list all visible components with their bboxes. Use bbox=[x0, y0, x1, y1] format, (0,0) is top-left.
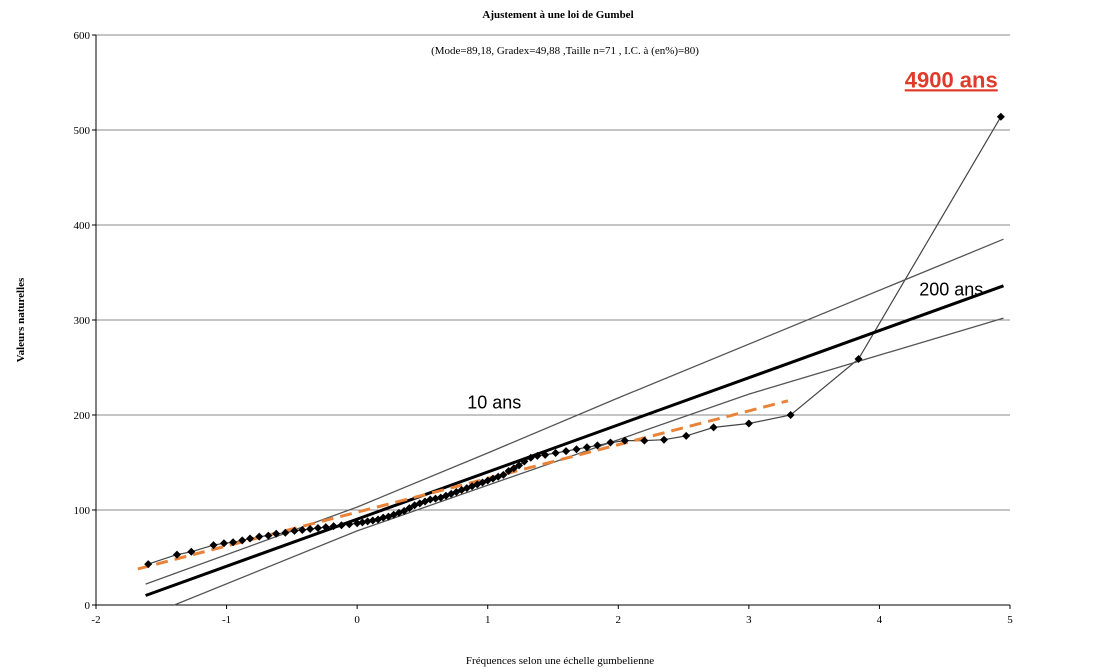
annotation-label: 4900 ans bbox=[905, 67, 998, 92]
data-point bbox=[582, 443, 591, 452]
trend-line bbox=[137, 399, 789, 571]
y-tick-label: 300 bbox=[74, 315, 91, 327]
data-point bbox=[499, 470, 508, 479]
data-point bbox=[290, 526, 299, 535]
y-tick-label: 100 bbox=[74, 505, 91, 517]
data-point bbox=[321, 523, 330, 532]
data-point bbox=[337, 521, 346, 530]
series-lines bbox=[137, 116, 1005, 606]
data-point bbox=[520, 457, 529, 466]
data-point bbox=[640, 436, 649, 445]
data-point bbox=[306, 525, 315, 533]
data-point bbox=[744, 419, 753, 428]
chart-title: Ajustement à une loi de Gumbel bbox=[482, 9, 633, 21]
data-point bbox=[187, 547, 196, 556]
data-point bbox=[229, 538, 238, 547]
data-point bbox=[363, 517, 372, 526]
data-point bbox=[281, 528, 290, 537]
x-tick-label: -1 bbox=[222, 614, 231, 626]
data-point bbox=[572, 445, 581, 454]
data-point bbox=[426, 495, 435, 504]
fit-line bbox=[145, 284, 1005, 597]
y-tick-label: 500 bbox=[74, 125, 91, 137]
data-point bbox=[264, 531, 273, 540]
data-point bbox=[593, 441, 602, 450]
y-tick-labels: 0 100 200 300 400 500 600 bbox=[74, 30, 91, 612]
data-point bbox=[345, 520, 354, 529]
data-point bbox=[551, 449, 560, 457]
data-point bbox=[313, 524, 322, 533]
y-tick-label: 200 bbox=[74, 410, 91, 422]
x-tick-label: 2 bbox=[616, 614, 622, 626]
data-point bbox=[238, 536, 247, 545]
data-point bbox=[255, 532, 264, 541]
annotations: 10 ans 200 ans 4900 ans bbox=[467, 67, 998, 412]
axes bbox=[92, 34, 1011, 609]
x-axis-label: Fréquences selon une échelle gumbelienne bbox=[466, 655, 654, 667]
data-point bbox=[405, 504, 414, 513]
data-point bbox=[329, 522, 338, 531]
y-tick-label: 0 bbox=[85, 600, 91, 612]
data-point bbox=[709, 423, 718, 432]
data-point bbox=[659, 435, 668, 444]
y-axis-label: Valeurs naturelles bbox=[15, 277, 27, 362]
data-point bbox=[786, 411, 795, 419]
data-point bbox=[400, 506, 409, 515]
data-point bbox=[353, 519, 362, 528]
x-tick-label: 4 bbox=[877, 614, 883, 626]
x-tick-label: -2 bbox=[91, 614, 100, 626]
data-point bbox=[996, 112, 1005, 121]
data-point bbox=[368, 516, 377, 525]
data-point bbox=[541, 450, 550, 459]
annotation-label: 10 ans bbox=[467, 392, 521, 412]
x-tick-label: 5 bbox=[1007, 614, 1013, 626]
data-point bbox=[379, 513, 388, 522]
x-tick-labels: -2 -1 0 1 2 3 4 5 bbox=[91, 614, 1013, 626]
x-tick-label: 3 bbox=[746, 614, 752, 626]
observed-line bbox=[148, 116, 1002, 565]
chart-subtitle: (Mode=89,18, Gradex=49,88 ,Taille n=71 ,… bbox=[431, 45, 699, 57]
data-point bbox=[682, 431, 691, 440]
annotation-label: 200 ans bbox=[919, 279, 983, 299]
observed-points bbox=[144, 112, 1005, 569]
y-tick-label: 400 bbox=[74, 220, 91, 232]
y-tick-label: 600 bbox=[74, 30, 91, 42]
data-point bbox=[509, 464, 518, 473]
data-point bbox=[533, 451, 542, 460]
data-point bbox=[431, 494, 440, 503]
data-point bbox=[172, 550, 181, 559]
data-point bbox=[504, 467, 513, 476]
data-point bbox=[298, 525, 307, 534]
data-point bbox=[606, 438, 615, 447]
data-point bbox=[562, 447, 571, 456]
data-point bbox=[209, 541, 218, 550]
data-point bbox=[219, 539, 228, 548]
x-tick-label: 1 bbox=[485, 614, 491, 626]
data-point bbox=[620, 436, 629, 445]
data-point bbox=[144, 560, 153, 569]
data-point bbox=[515, 461, 524, 470]
data-point bbox=[246, 534, 255, 543]
data-point bbox=[854, 354, 863, 363]
gridlines bbox=[96, 34, 1010, 511]
data-point bbox=[526, 453, 535, 462]
x-tick-label: 0 bbox=[354, 614, 360, 626]
lower-confidence-line bbox=[174, 317, 1004, 606]
data-point bbox=[358, 518, 367, 527]
data-point bbox=[272, 529, 281, 538]
